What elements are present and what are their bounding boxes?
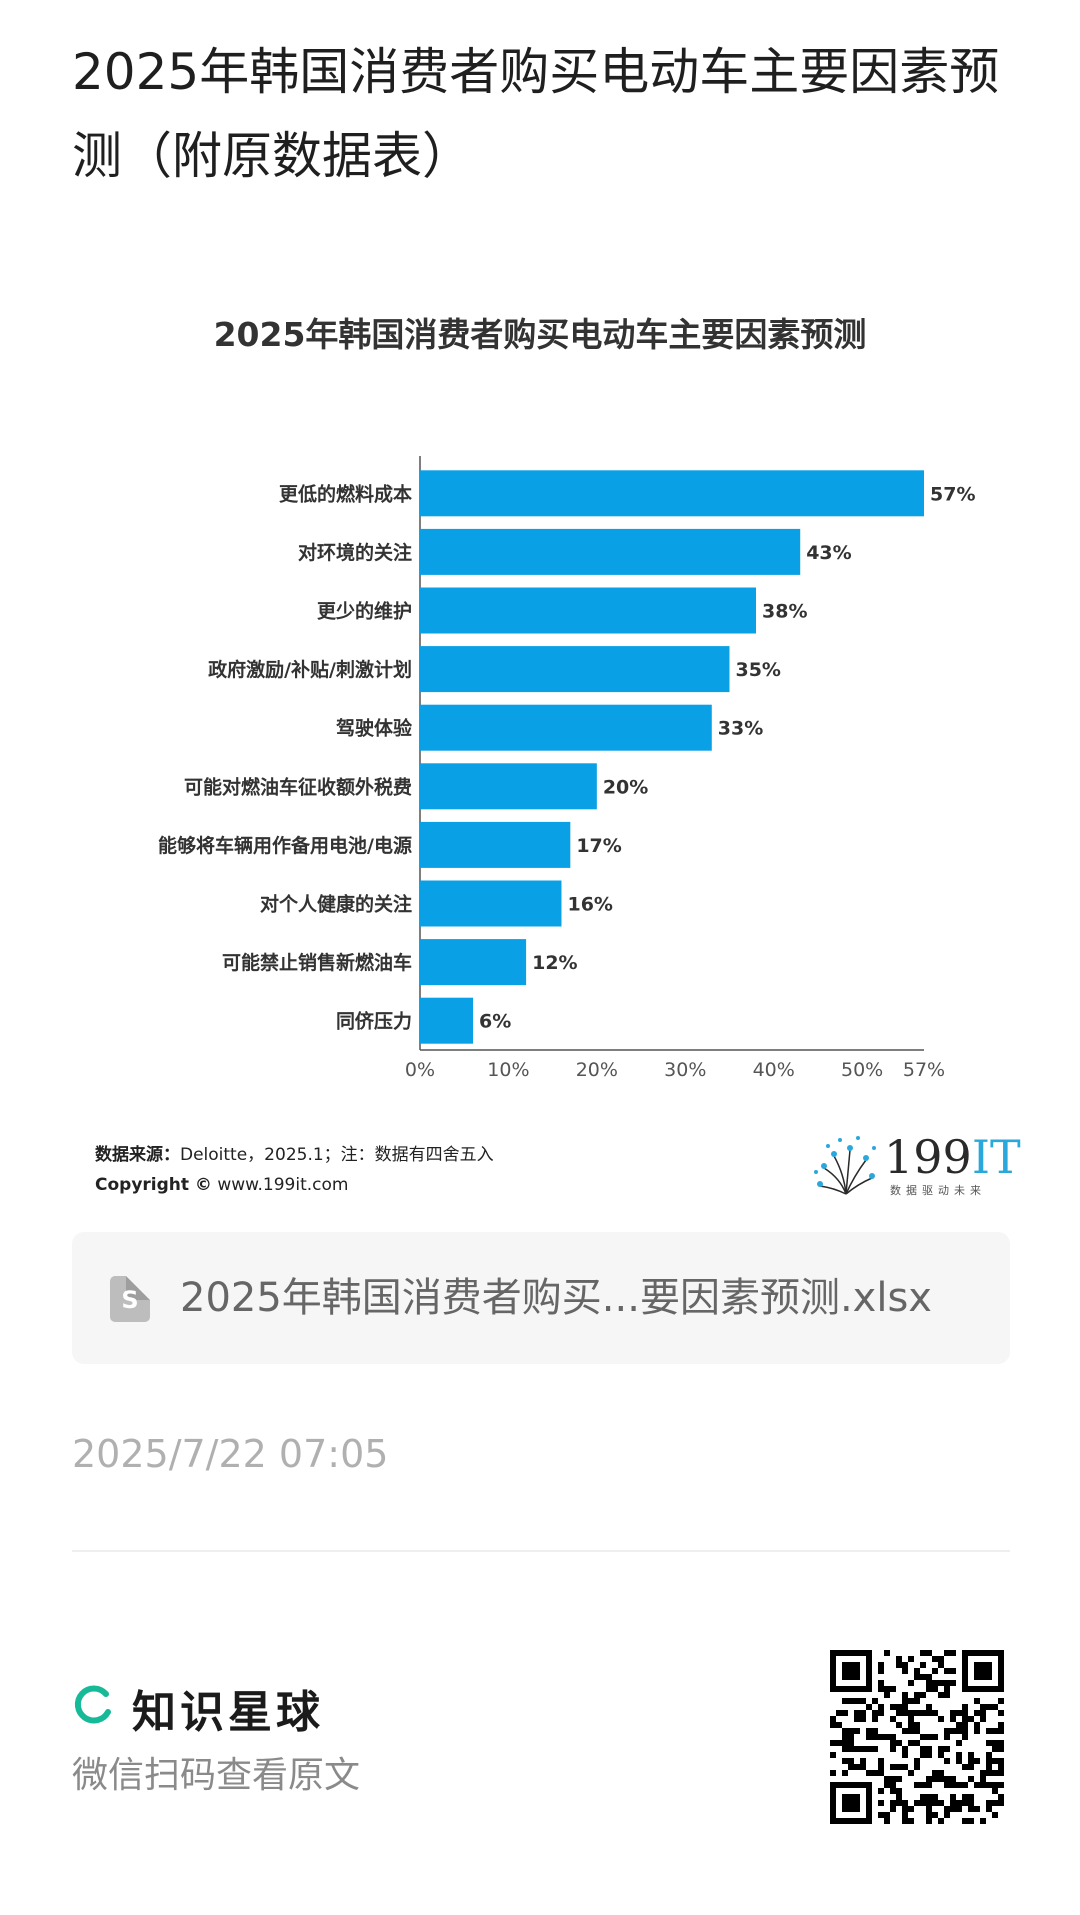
footer-brand-name: 知识星球 <box>132 1687 324 1738</box>
category-label: 对个人健康的关注 <box>260 893 412 916</box>
bar <box>420 646 730 693</box>
data-label: 6% <box>479 1011 511 1033</box>
bar <box>420 821 571 868</box>
brand-logo: 199IT 数据驱动未来 <box>810 1128 1021 1200</box>
x-tick-label: 40% <box>753 1059 795 1081</box>
category-label: 能够将车辆用作备用电池/电源 <box>158 834 412 857</box>
page-title: 2025年韩国消费者购买电动车主要因素预测（附原数据表） <box>72 43 1000 185</box>
x-tick-label: 30% <box>664 1059 706 1081</box>
category-label: 驾驶体验 <box>336 717 413 740</box>
data-label: 16% <box>567 894 612 916</box>
source-text: Deloitte，2025.1；注：数据有四舍五入 <box>180 1145 494 1165</box>
data-label: 38% <box>762 601 807 623</box>
category-label: 政府激励/补贴/刺激计划 <box>208 658 412 681</box>
x-tick-label: 57% <box>903 1059 945 1081</box>
spreadsheet-file-icon: S <box>110 1276 150 1322</box>
ring-logo-icon <box>74 1685 111 1724</box>
bar <box>420 470 924 517</box>
chart-title: 2025年韩国消费者购买电动车主要因素预测 <box>214 315 867 354</box>
source-info: 数据来源：Deloitte，2025.1；注：数据有四舍五入 Copyright… <box>95 1140 655 1200</box>
bar <box>420 763 597 810</box>
copyright-url: www.199it.com <box>217 1175 349 1195</box>
data-label: 57% <box>930 483 975 505</box>
x-tick-label: 20% <box>576 1059 618 1081</box>
chart-container: 2025年韩国消费者购买电动车主要因素预测更低的燃料成本 57% 对环境的关注 43%… <box>72 290 1008 1230</box>
brand-logo-accent: IT <box>971 1130 1021 1184</box>
x-tick-label: 50% <box>841 1059 883 1081</box>
data-label: 20% <box>603 776 648 798</box>
x-tick-label: 10% <box>487 1059 529 1081</box>
bar <box>420 939 527 986</box>
bar <box>420 997 474 1044</box>
bar <box>420 528 801 575</box>
dandelion-logo-icon <box>814 1136 876 1195</box>
category-label: 可能禁止销售新燃油车 <box>222 951 412 974</box>
category-label: 可能对燃油车征收额外税费 <box>184 775 412 798</box>
category-label: 对环境的关注 <box>298 541 412 564</box>
bar <box>420 880 562 927</box>
data-label: 17% <box>576 835 621 857</box>
bar <box>420 704 712 751</box>
attachment-file-name[interactable]: 2025年韩国消费者购买...要因素预测.xlsx <box>180 1275 932 1321</box>
data-label: 35% <box>735 659 780 681</box>
category-label: 更低的燃料成本 <box>279 482 412 505</box>
category-label: 同侪压力 <box>336 1010 412 1033</box>
data-label: 33% <box>718 718 763 740</box>
source-label: 数据来源： <box>95 1145 180 1165</box>
brand-logo-main: 199 <box>884 1130 972 1184</box>
divider <box>72 1550 1010 1552</box>
qr-code-icon[interactable] <box>830 1650 1004 1824</box>
brand-logo-text: 199IT <box>884 1130 1021 1184</box>
brand-logo-subtitle: 数据驱动未来 <box>890 1184 986 1197</box>
file-icon-glyph: S <box>121 1286 139 1314</box>
bar <box>420 587 756 634</box>
post-timestamp: 2025/7/22 07:05 <box>72 1432 389 1476</box>
data-label: 43% <box>806 542 851 564</box>
attachment-card[interactable]: S 2025年韩国消费者购买...要因素预测.xlsx <box>72 1232 1010 1364</box>
category-label: 更少的维护 <box>317 600 412 623</box>
data-label: 12% <box>532 952 577 974</box>
x-tick-label: 0% <box>405 1059 435 1081</box>
copyright-label: Copyright © <box>95 1175 212 1195</box>
scan-hint: 微信扫码查看原文 <box>72 1755 361 1796</box>
